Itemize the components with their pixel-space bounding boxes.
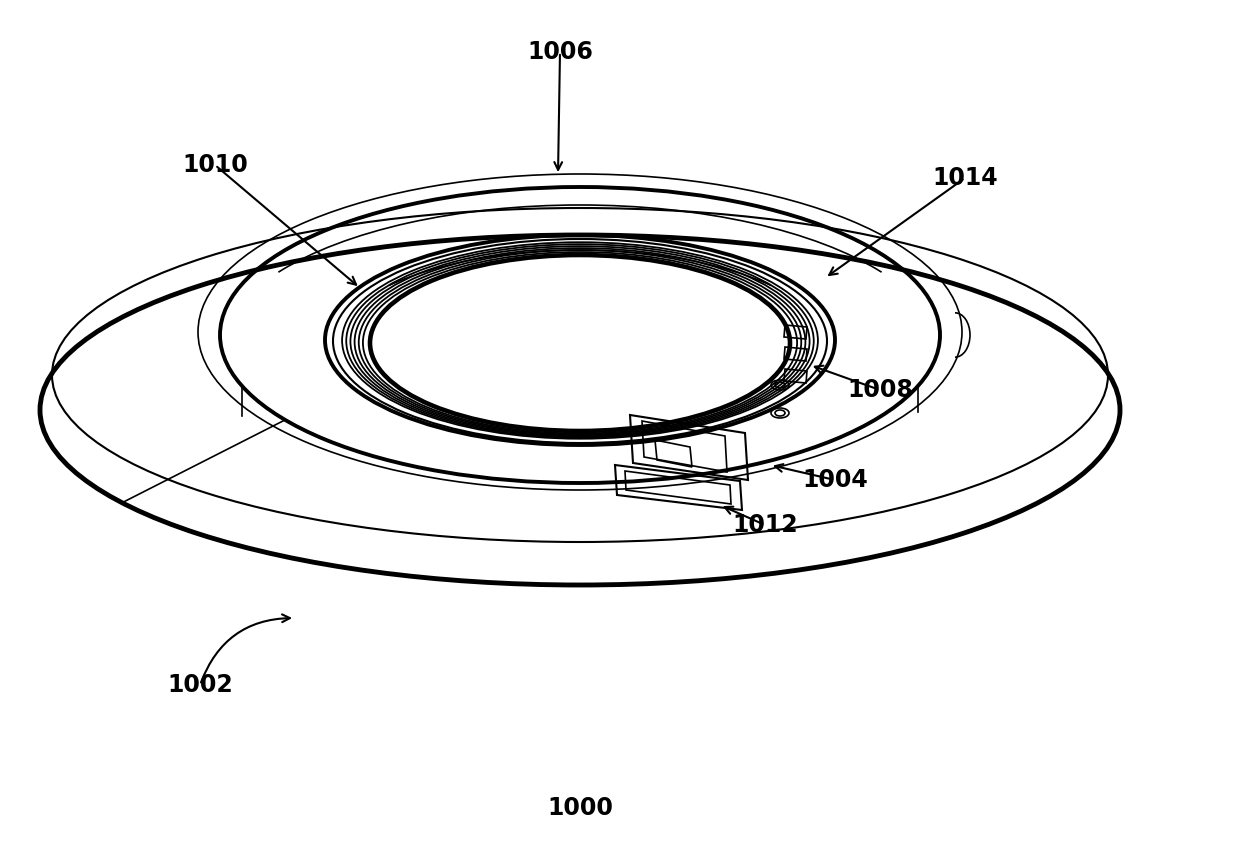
Text: 1008: 1008 xyxy=(847,378,913,402)
Text: 1006: 1006 xyxy=(527,40,593,64)
Text: 1000: 1000 xyxy=(547,796,613,820)
Text: 1004: 1004 xyxy=(802,468,868,492)
Text: 1014: 1014 xyxy=(932,166,998,190)
Text: 1002: 1002 xyxy=(167,673,233,697)
Text: 1012: 1012 xyxy=(732,513,797,537)
Text: 1010: 1010 xyxy=(182,153,248,177)
